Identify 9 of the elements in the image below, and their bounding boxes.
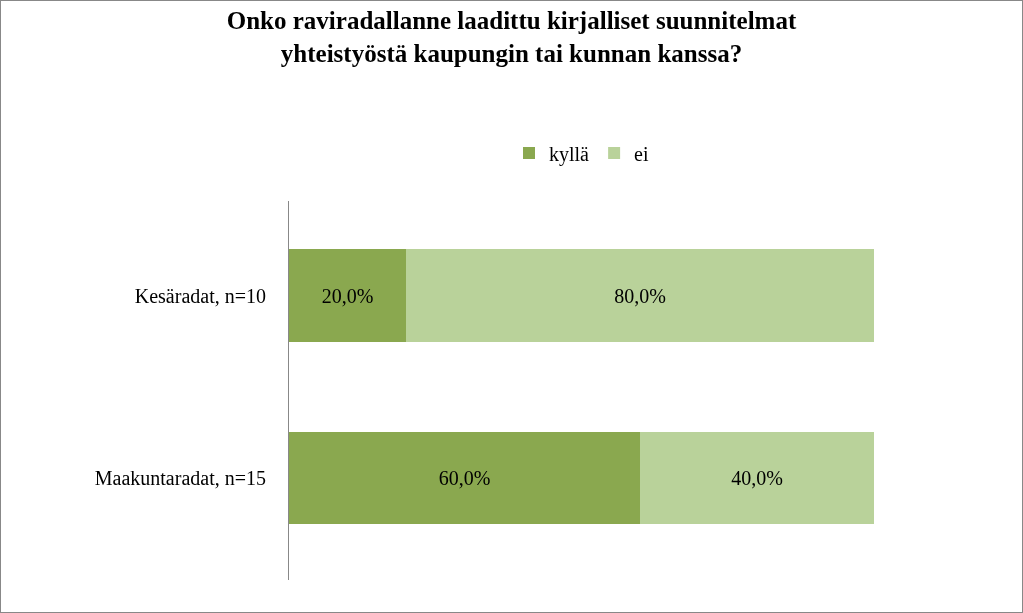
data-label: 60,0%: [438, 466, 491, 489]
y-tick-label: Maakuntaradat, n=15: [94, 466, 266, 489]
legend-label: ei: [634, 142, 649, 165]
data-label: 80,0%: [614, 284, 666, 307]
data-label: 40,0%: [731, 466, 783, 489]
data-label: 20,0%: [321, 284, 374, 307]
chart-title: Onko raviradallanne laadittu kirjalliset suunnitelmat yhteistyöstä kaupungin tai kunnan kanssa?: [226, 7, 797, 67]
legend-label: kyllä: [549, 142, 590, 166]
y-tick-label: Kesäradat, n=10: [134, 284, 266, 307]
